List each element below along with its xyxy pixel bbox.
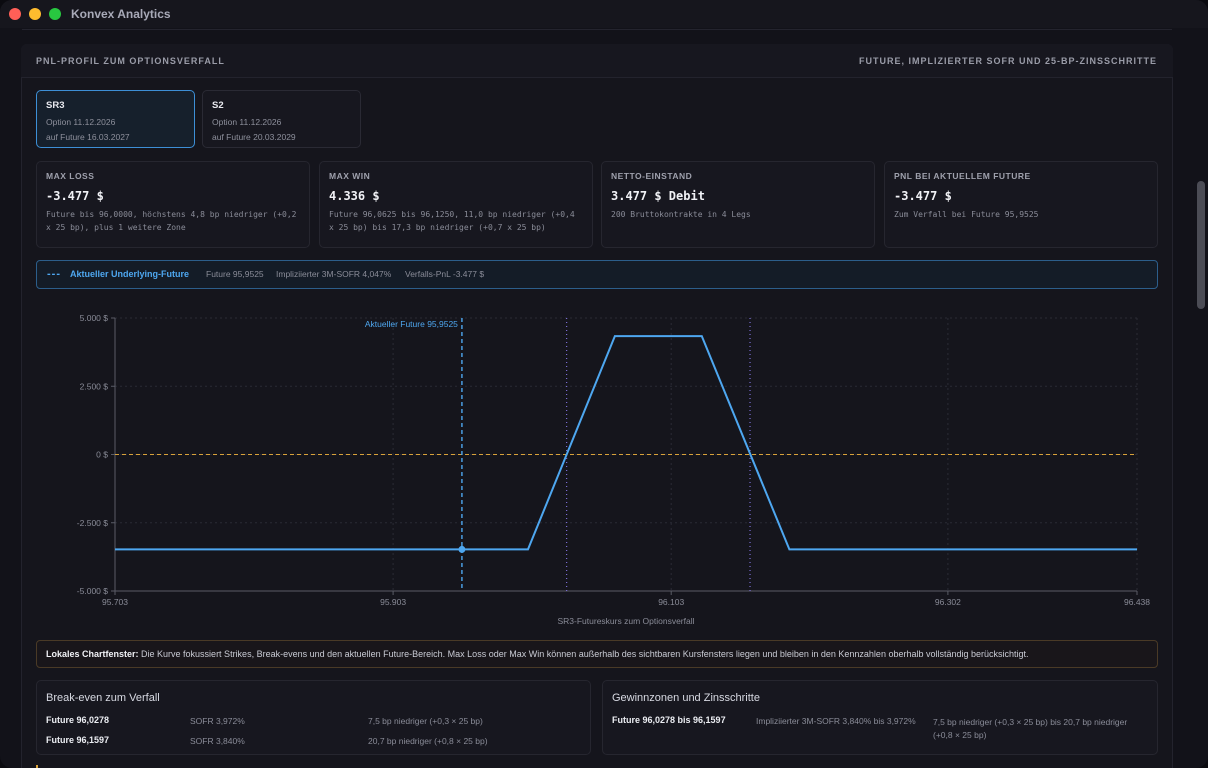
chart-window-note: Lokales Chartfenster: Die Kurve fokussie… bbox=[36, 640, 1158, 668]
panel-header bbox=[21, 44, 1173, 78]
breakeven-future: Future 96,0278 bbox=[46, 715, 110, 725]
stat-card-current-pnl: PNL BEI AKTUELLEM FUTURE -3.477 $ Zum Ve… bbox=[884, 161, 1158, 248]
breakeven-future: Future 96,1597 bbox=[46, 735, 110, 745]
y-tick-label: 2.500 $ bbox=[80, 381, 109, 391]
contract-future-date: auf Future 20.03.2029 bbox=[212, 132, 296, 142]
breakeven-shift: 20,7 bp niedriger (+0,8 × 25 bp) bbox=[368, 736, 488, 746]
close-window-button[interactable] bbox=[9, 8, 21, 20]
current-future-legend bbox=[36, 260, 1158, 289]
panel-subtitle: FUTURE, IMPLIZIERTER SOFR UND 25-BP-ZINS… bbox=[858, 56, 1157, 66]
profit-zones-title: Gewinnzonen und Zinsschritte bbox=[612, 692, 760, 704]
contract-card-s2[interactable]: S2 Option 11.12.2026 auf Future 20.03.20… bbox=[202, 90, 361, 148]
contract-name: SR3 bbox=[46, 100, 65, 111]
breakeven-panel bbox=[36, 680, 591, 755]
stat-value: -3.477 $ bbox=[46, 189, 104, 203]
stat-value: 3.477 $ Debit bbox=[611, 189, 705, 203]
current-future-label: Aktueller Future 95,9525 bbox=[365, 319, 458, 329]
profit-zone-range: Future 96,0278 bis 96,1597 bbox=[612, 715, 726, 725]
x-tick-label: 96.302 bbox=[935, 597, 961, 607]
x-axis-label: SR3-Futureskurs zum Optionsverfall bbox=[558, 616, 695, 626]
app-title: Konvex Analytics bbox=[71, 7, 171, 21]
contract-option-date: Option 11.12.2026 bbox=[46, 117, 116, 127]
contract-future-date: auf Future 16.03.2027 bbox=[46, 132, 130, 142]
zoom-window-button[interactable] bbox=[49, 8, 61, 20]
stat-description: Zum Verfall bei Future 95,9525 bbox=[894, 210, 1039, 219]
contract-card-sr3[interactable]: SR3 Option 11.12.2026 auf Future 16.03.2… bbox=[36, 90, 195, 148]
current-future-marker bbox=[458, 545, 466, 553]
breakeven-title: Break-even zum Verfall bbox=[46, 692, 160, 704]
scrollbar-thumb[interactable] bbox=[1197, 181, 1205, 309]
legend-pnl-value: Verfalls-PnL -3.477 $ bbox=[405, 269, 485, 279]
stat-value: 4.336 $ bbox=[329, 189, 380, 203]
x-tick-label: 95.903 bbox=[380, 597, 406, 607]
y-tick-label: -5.000 $ bbox=[77, 586, 108, 596]
breakeven-sofr: SOFR 3,972% bbox=[190, 716, 245, 726]
pnl-series-line bbox=[115, 335, 1137, 551]
legend-future-value: Future 95,9525 bbox=[206, 269, 264, 279]
y-tick-label: 5.000 $ bbox=[80, 313, 109, 323]
legend-sofr-value: Impliziierter 3M-SOFR 4,047% bbox=[276, 269, 392, 279]
minimize-window-button[interactable] bbox=[29, 8, 41, 20]
profit-zone-shift: 7,5 bp niedriger (+0,3 × 25 bp) bis 20,7… bbox=[933, 717, 1128, 740]
breakeven-sofr: SOFR 3,840% bbox=[190, 736, 245, 746]
note-text: Die Kurve fokussiert Strikes, Break-even… bbox=[138, 649, 1029, 659]
stat-description: Future 96,0625 bis 96,1250, 11,0 bp nied… bbox=[329, 210, 575, 232]
stat-value: -3.477 $ bbox=[894, 189, 952, 203]
stat-card-net-cost: NETTO-EINSTAND 3.477 $ Debit 200 Bruttok… bbox=[601, 161, 875, 248]
stat-card-max-loss: MAX LOSS -3.477 $ Future bis 96,0000, hö… bbox=[36, 161, 310, 248]
breakeven-shift: 7,5 bp niedriger (+0,3 × 25 bp) bbox=[368, 716, 483, 726]
profit-zones-panel bbox=[602, 680, 1158, 755]
stat-description: 200 Bruttokontrakte in 4 Legs bbox=[611, 210, 751, 219]
stat-card-max-win: MAX WIN 4.336 $ Future 96,0625 bis 96,12… bbox=[319, 161, 593, 248]
x-tick-label: 96.438 bbox=[1124, 597, 1150, 607]
stat-label: PNL BEI AKTUELLEM FUTURE bbox=[894, 171, 1031, 181]
stat-label: NETTO-EINSTAND bbox=[611, 171, 693, 181]
pnl-chart: 5.000 $ 2.500 $ 0 $ -2.500 $ -5.000 $95.703 9… bbox=[60, 310, 1150, 630]
note-label: Lokales Chartfenster: bbox=[46, 649, 139, 659]
dashed-line-icon: --- bbox=[47, 268, 61, 280]
x-tick-label: 95.703 bbox=[102, 597, 128, 607]
stat-description: Future bis 96,0000, höchstens 4,8 bp nie… bbox=[46, 210, 297, 232]
y-tick-label: -2.500 $ bbox=[77, 518, 108, 528]
titlebar bbox=[0, 0, 1208, 28]
scrollbar-track[interactable] bbox=[1196, 30, 1206, 768]
y-tick-label: 0 $ bbox=[96, 450, 108, 460]
stat-label: MAX LOSS bbox=[46, 171, 95, 181]
panel-title: PNL-PROFIL ZUM OPTIONSVERFALL bbox=[36, 56, 225, 66]
stat-label: MAX WIN bbox=[329, 171, 371, 181]
legend-series-name: Aktueller Underlying-Future bbox=[70, 269, 190, 279]
bottom-accent bbox=[36, 765, 38, 768]
profit-zone-sofr: Impliziierter 3M-SOFR 3,840% bis 3,972% bbox=[756, 716, 916, 726]
title-divider bbox=[22, 29, 1172, 30]
x-tick-label: 96.103 bbox=[658, 597, 684, 607]
contract-name: S2 bbox=[212, 100, 224, 111]
pnl-chart-svg: 5.000 $ 2.500 $ 0 $ -2.500 $ -5.000 $95.703 9… bbox=[77, 313, 1150, 626]
contract-option-date: Option 11.12.2026 bbox=[212, 117, 282, 127]
